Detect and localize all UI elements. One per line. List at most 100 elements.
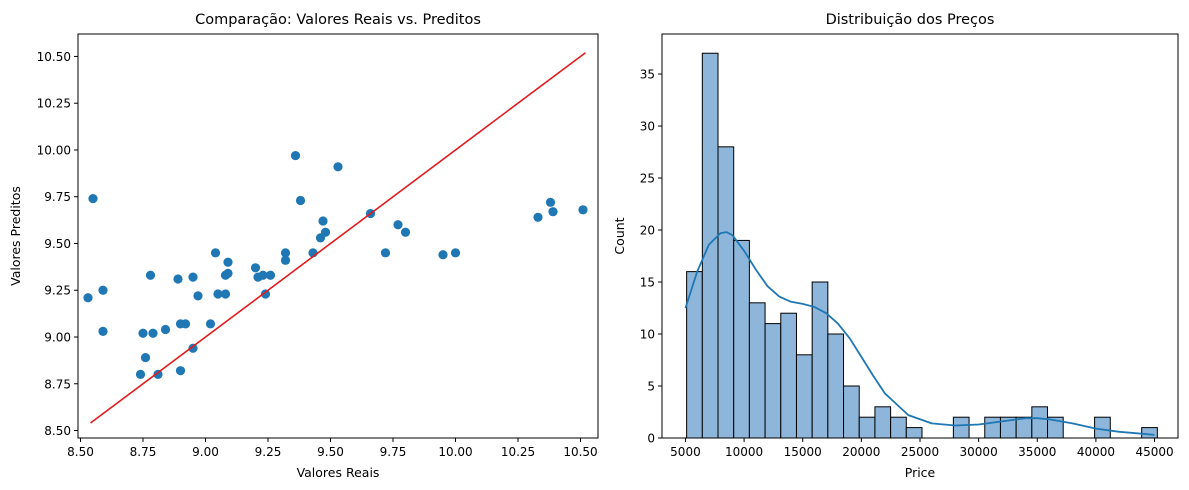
scatter-y-tick-label: 9.00 bbox=[44, 331, 71, 345]
scatter-point bbox=[188, 272, 198, 282]
scatter-y-tick-label: 10.50 bbox=[37, 50, 71, 64]
histogram-y-tick-label: 35 bbox=[640, 68, 655, 82]
scatter-point bbox=[250, 263, 261, 273]
scatter-point bbox=[83, 293, 93, 303]
histogram-bar bbox=[1031, 406, 1049, 439]
scatter-axes-frame bbox=[77, 33, 599, 439]
histogram-x-tick-label: 20000 bbox=[842, 445, 880, 459]
scatter-point bbox=[318, 216, 328, 226]
scatter-point bbox=[188, 343, 198, 353]
scatter-point bbox=[280, 255, 291, 265]
scatter-point bbox=[295, 195, 306, 206]
scatter-x-tick-label: 9.75 bbox=[380, 445, 407, 459]
histogram-marks bbox=[684, 52, 1158, 439]
histogram-x-tick-label: 35000 bbox=[1018, 445, 1056, 459]
scatter-title: Comparação: Valores Reais vs. Preditos bbox=[195, 12, 481, 28]
histogram-y-ticks: 0 5 10 15 20 25 30 35 bbox=[640, 68, 662, 446]
histogram-x-tick-label: 15000 bbox=[784, 445, 822, 459]
scatter-point bbox=[265, 270, 276, 280]
scatter-y-tick-label: 8.50 bbox=[44, 424, 71, 438]
kde-curve bbox=[684, 231, 1155, 436]
scatter-point bbox=[138, 328, 148, 338]
scatter-point bbox=[223, 268, 233, 279]
scatter-point bbox=[258, 270, 268, 280]
histogram-bar bbox=[764, 323, 782, 439]
scatter-point bbox=[213, 289, 223, 299]
histogram-y-tick-label: 10 bbox=[640, 328, 655, 342]
scatter-marks bbox=[83, 52, 588, 424]
histogram-y-tick-label: 20 bbox=[640, 224, 655, 238]
scatter-point bbox=[320, 227, 331, 237]
scatter-x-tick-label: 8.75 bbox=[130, 445, 157, 459]
histogram-y-tick-label: 15 bbox=[640, 276, 655, 290]
scatter-x-tick-label: 9.50 bbox=[317, 445, 344, 459]
scatter-point bbox=[148, 328, 158, 338]
scatter-point bbox=[223, 257, 233, 267]
scatter-point bbox=[438, 250, 448, 260]
scatter-point bbox=[280, 248, 291, 258]
histogram-bar bbox=[811, 281, 829, 439]
scatter-point bbox=[400, 227, 411, 237]
scatter-panel: Comparação: Valores Reais vs. Preditos 8… bbox=[8, 12, 599, 480]
histogram-panel: Distribuição dos Preços 5000 10000 15000 20… bbox=[612, 12, 1179, 480]
scatter-x-tick-label: 10.00 bbox=[438, 445, 472, 459]
scatter-y-tick-label: 10.00 bbox=[37, 143, 71, 157]
scatter-point bbox=[145, 270, 156, 280]
scatter-y-tick-label: 8.75 bbox=[44, 377, 71, 391]
histogram-x-tick-label: 5000 bbox=[670, 445, 701, 459]
scatter-point bbox=[393, 220, 403, 230]
scatter-point bbox=[160, 324, 171, 335]
scatter-y-tick-label: 9.75 bbox=[44, 190, 71, 204]
scatter-y-tick-label: 9.25 bbox=[44, 284, 71, 298]
histogram-bar bbox=[1015, 416, 1033, 439]
histogram-bar bbox=[1141, 427, 1158, 439]
scatter-y-label: Valores Preditos bbox=[8, 186, 23, 286]
scatter-point bbox=[98, 326, 108, 336]
histogram-bar bbox=[952, 416, 970, 439]
scatter-point bbox=[210, 248, 221, 258]
scatter-point bbox=[450, 248, 461, 258]
histogram-bar bbox=[843, 385, 860, 439]
scatter-point bbox=[135, 369, 146, 380]
scatter-y-tick-label: 10.25 bbox=[37, 97, 71, 111]
histogram-bar bbox=[717, 146, 735, 439]
histogram-y-tick-label: 30 bbox=[640, 120, 655, 134]
scatter-x-ticks: 8.50 8.75 9.00 9.25 9.50 9.75 10.00 10.25 10.50 bbox=[67, 438, 598, 459]
scatter-x-tick-label: 10.50 bbox=[563, 445, 597, 459]
scatter-x-tick-label: 10.25 bbox=[501, 445, 535, 459]
scatter-point bbox=[175, 366, 186, 376]
histogram-bar bbox=[701, 52, 719, 439]
scatter-x-tick-label: 9.00 bbox=[192, 445, 219, 459]
histogram-bar bbox=[858, 416, 876, 439]
scatter-x-label: Valores Reais bbox=[297, 465, 380, 480]
scatter-point bbox=[545, 197, 556, 207]
scatter-point bbox=[193, 291, 203, 301]
scatter-point bbox=[333, 162, 343, 172]
histogram-x-tick-label: 40000 bbox=[1077, 445, 1115, 459]
scatter-y-tick-label: 9.50 bbox=[44, 237, 71, 251]
scatter-point bbox=[578, 205, 588, 215]
histogram-bar bbox=[890, 416, 907, 439]
scatter-point bbox=[290, 150, 301, 161]
scatter-point bbox=[548, 207, 558, 217]
histogram-x-ticks: 5000 10000 15000 20000 25000 30000 35000 40000 4… bbox=[670, 438, 1174, 459]
histogram-y-tick-label: 0 bbox=[647, 432, 655, 446]
scatter-point bbox=[180, 319, 191, 329]
histogram-x-tick-label: 10000 bbox=[725, 445, 763, 459]
scatter-point bbox=[220, 289, 231, 299]
histogram-bar bbox=[795, 354, 813, 439]
histogram-x-tick-label: 45000 bbox=[1135, 445, 1173, 459]
scatter-point bbox=[140, 352, 151, 363]
histogram-title: Distribuição dos Preços bbox=[826, 12, 995, 28]
histogram-bar bbox=[780, 312, 797, 439]
scatter-point bbox=[98, 285, 108, 295]
scatter-y-ticks: 8.50 8.75 9.00 9.25 9.50 9.75 10.00 10.25 10.50 bbox=[37, 50, 78, 438]
scatter-point bbox=[533, 212, 543, 222]
scatter-point bbox=[205, 319, 216, 329]
histogram-x-tick-label: 25000 bbox=[901, 445, 939, 459]
histogram-bar bbox=[733, 239, 750, 439]
histogram-bar bbox=[827, 333, 845, 439]
histogram-x-label: Price bbox=[905, 465, 936, 480]
